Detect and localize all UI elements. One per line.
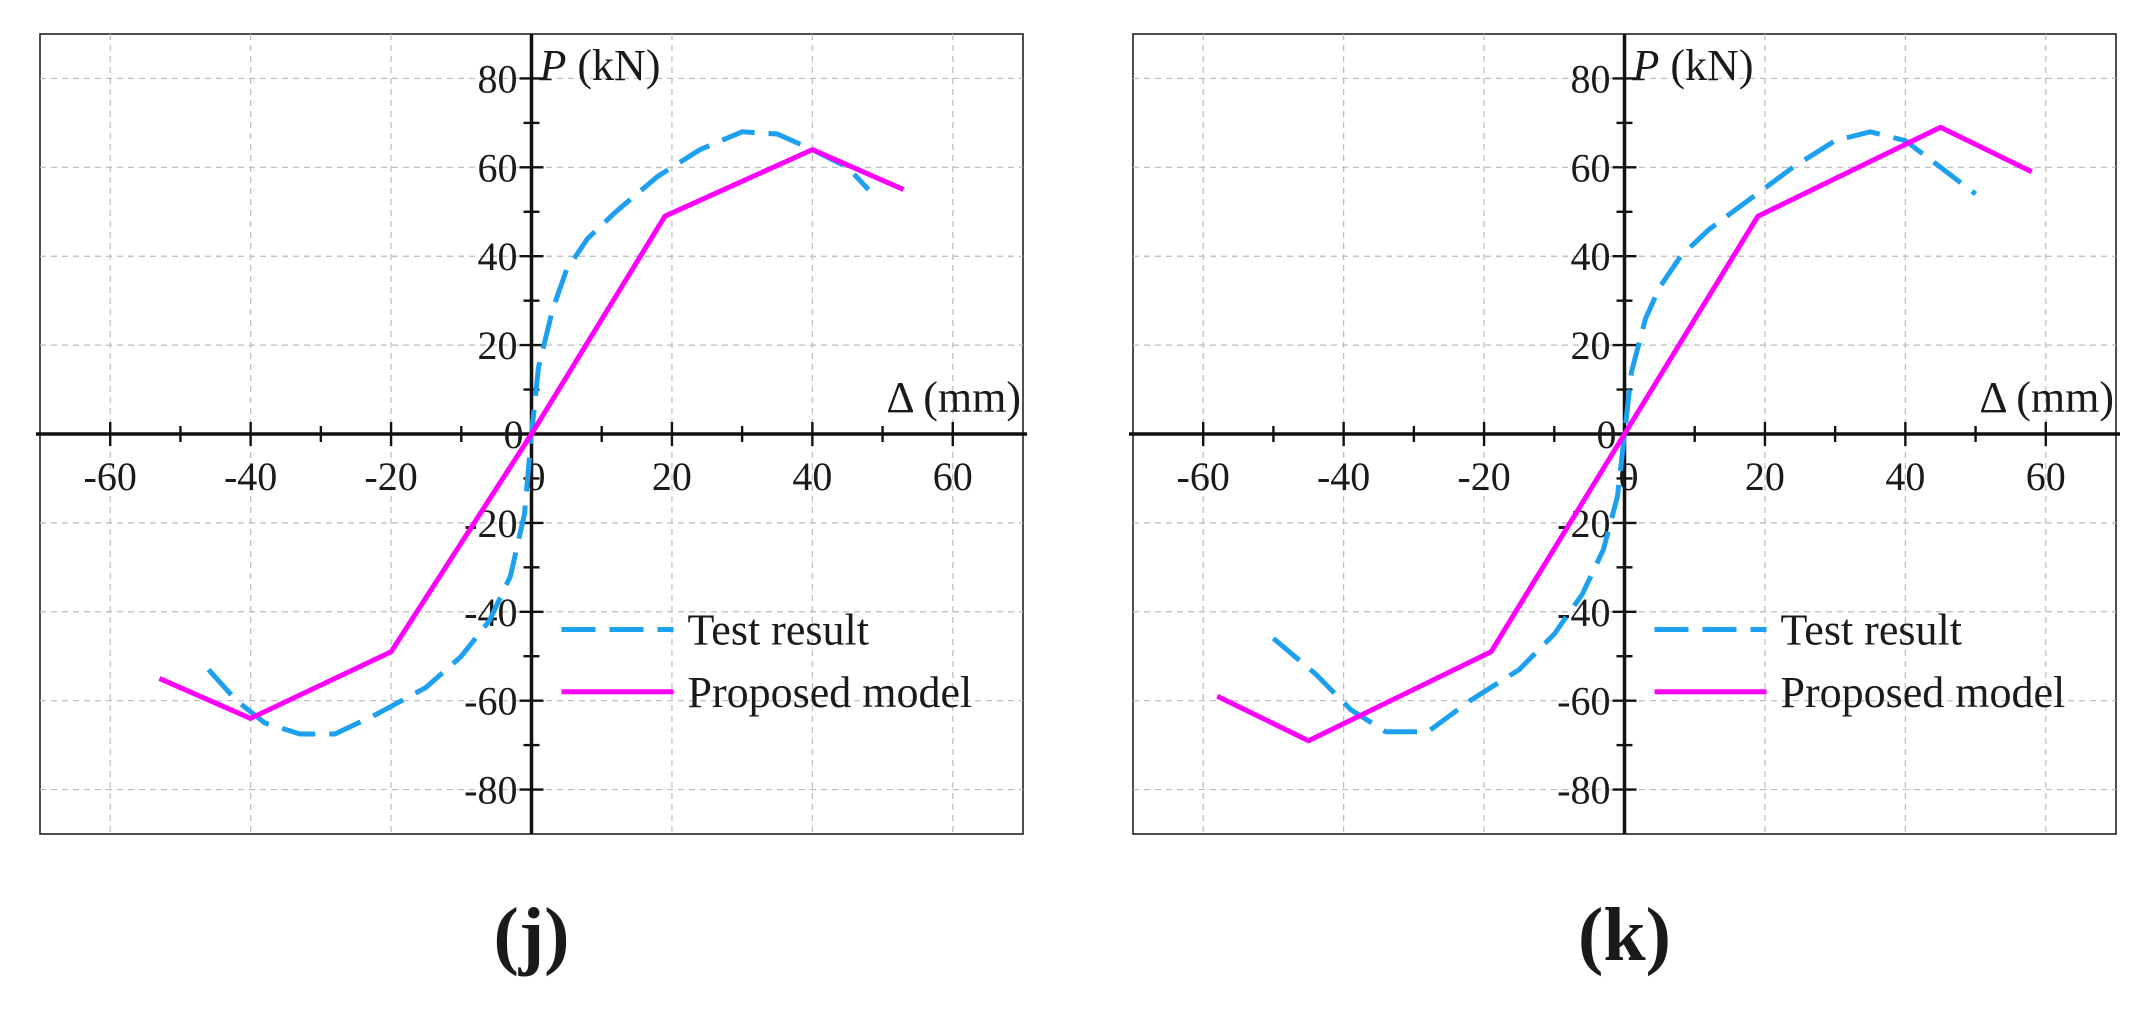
x-tick-label: -40 [224,454,277,499]
y-tick-label: 20 [1571,323,1611,368]
y-tick-label: 60 [478,145,518,190]
legend-label-proposed-model: Proposed model [688,668,973,717]
legend-label-test-result: Test result [1781,606,1962,655]
x-tick-label: 40 [792,454,832,499]
x-tick-label: 60 [2026,454,2066,499]
y-axis-title-unit: (kN) [1659,41,1753,90]
y-tick-label: 80 [478,56,518,101]
y-tick-label: -60 [1557,679,1610,724]
y-tick-label: -60 [464,679,517,724]
x-tick-label: -60 [1177,454,1230,499]
x-tick-label: -40 [1317,454,1370,499]
y-tick-label: 40 [1571,234,1611,279]
y-tick-label: -80 [464,768,517,813]
y-axis-title-symbol: P [539,41,567,90]
origin-tick-label: 0 [504,412,524,457]
x-axis-title: Δ (mm) [1979,373,2114,422]
panel-label: (j) [494,893,570,977]
y-tick-label: -20 [1557,501,1610,546]
y-axis-title: P (kN) [539,41,661,90]
series-test-result-line [206,129,871,737]
x-tick-label: -60 [84,454,137,499]
series-proposed-model-line [1216,124,2033,744]
y-tick-label: -40 [1557,590,1610,635]
x-tick-label: -20 [364,454,417,499]
y-tick-label: 20 [478,323,518,368]
legend-label-proposed-model: Proposed model [1781,668,2066,717]
x-tick-label: 20 [652,454,692,499]
y-tick-label: -80 [1557,768,1610,813]
y-tick-label: 60 [1571,145,1611,190]
y-axis-title-unit: (kN) [566,41,660,90]
y-axis-title-symbol: P [1632,41,1660,90]
x-tick-label: 60 [933,454,973,499]
panel-label: (k) [1578,893,1671,977]
x-tick-label: 0 [1619,454,1639,499]
origin-tick-label: 0 [1597,412,1617,457]
legend-label-test-result: Test result [688,606,869,655]
y-axis-title: P (kN) [1632,41,1754,90]
x-tick-label: 20 [1745,454,1785,499]
x-tick-label: 40 [1885,454,1925,499]
x-tick-label: -20 [1457,454,1510,499]
y-tick-label: 40 [478,234,518,279]
series-proposed-model-line [158,147,905,721]
x-axis-title: Δ (mm) [886,373,1021,422]
y-tick-label: 80 [1571,56,1611,101]
series-test-result-line [1271,129,1978,735]
